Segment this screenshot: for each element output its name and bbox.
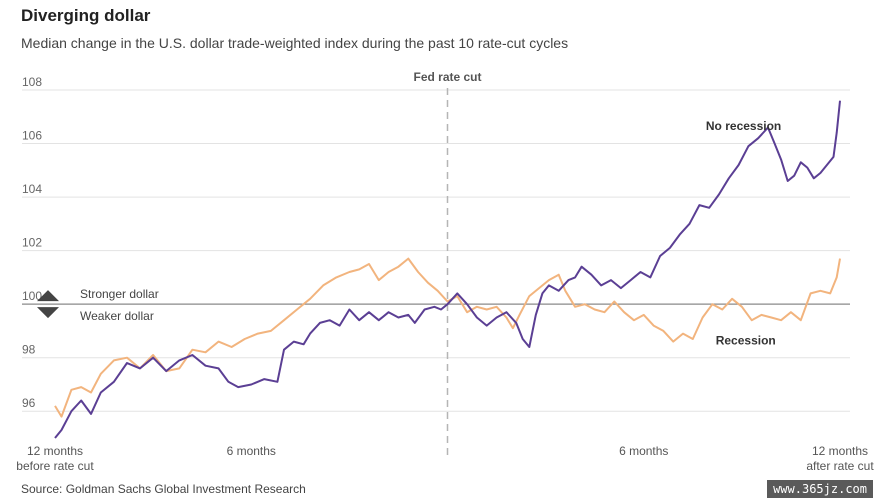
chart-title: Diverging dollar <box>21 6 151 25</box>
grid-lines <box>22 89 850 412</box>
x-tick-sublabel-0: before rate cut <box>16 459 94 473</box>
series-lines <box>54 100 841 439</box>
y-tick-label-102: 102 <box>22 236 42 250</box>
series-line-recession <box>54 257 841 418</box>
watermark: www.365jz.com <box>767 480 873 498</box>
source-note: Source: Goldman Sachs Global Investment … <box>21 482 306 496</box>
y-tick-label-100: 100 <box>22 289 42 303</box>
x-tick-sublabel-3: after rate cut <box>806 459 874 473</box>
y-tick-label-104: 104 <box>22 182 42 196</box>
series-label-recession: Recession <box>716 333 776 347</box>
x-tick-label-0: 12 months <box>27 444 83 458</box>
fed-cut-group: Fed rate cut <box>413 70 482 458</box>
y-tick-label-98: 98 <box>22 343 36 357</box>
stronger-arrow-icon <box>37 290 59 302</box>
y-tick-labels: 96 98 100 102 104 106 108 <box>22 75 42 410</box>
x-tick-label-2: 6 months <box>619 444 668 458</box>
series-label-no-recession: No recession <box>706 119 781 133</box>
fed-cut-label: Fed rate cut <box>413 70 481 84</box>
stronger-dollar-label: Stronger dollar <box>80 287 159 301</box>
y-tick-label-106: 106 <box>22 129 42 143</box>
x-tick-label-1: 6 months <box>227 444 276 458</box>
y-tick-label-96: 96 <box>22 396 36 410</box>
chart-subtitle: Median change in the U.S. dollar trade-w… <box>21 35 569 51</box>
direction-arrows: Stronger dollar Weaker dollar <box>37 287 159 323</box>
weaker-arrow-icon <box>37 307 59 319</box>
series-labels: No recession Recession <box>706 119 781 347</box>
series-line-no-recession <box>54 100 841 439</box>
x-tick-label-3: 12 months <box>812 444 868 458</box>
weaker-dollar-label: Weaker dollar <box>80 309 154 323</box>
y-tick-label-108: 108 <box>22 75 42 89</box>
